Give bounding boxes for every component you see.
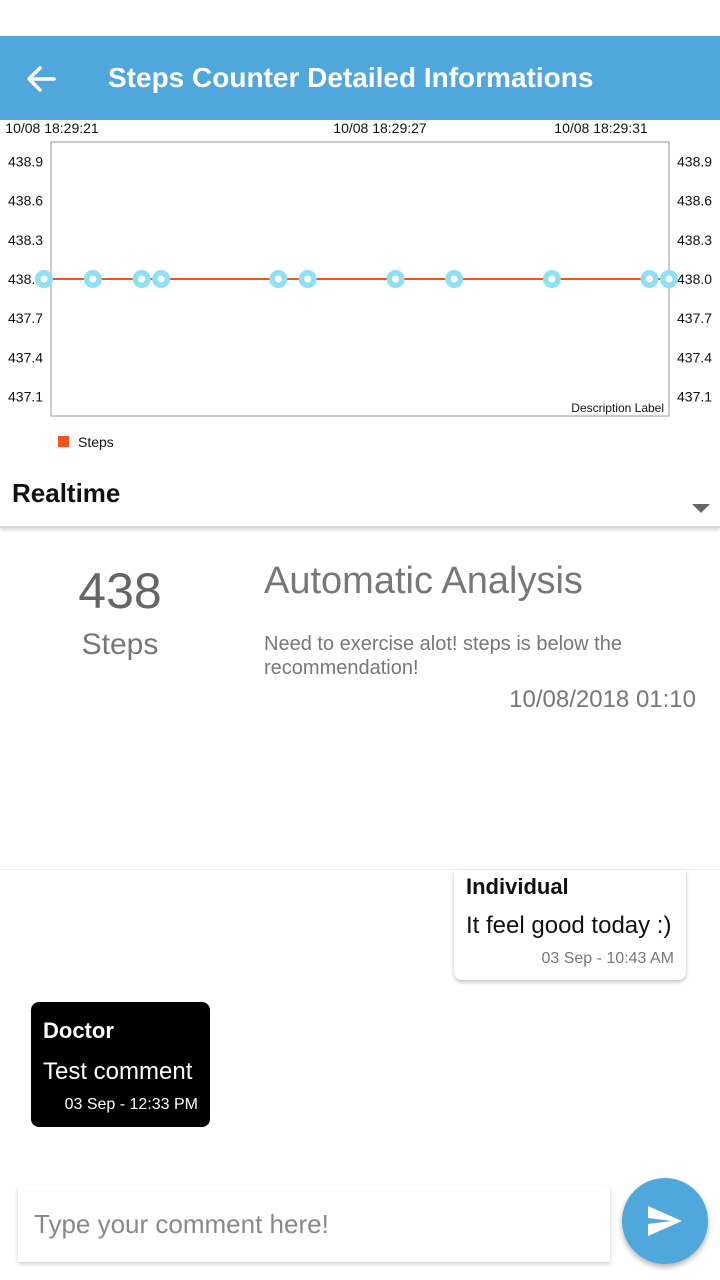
y-tick-label: 438.6 bbox=[8, 193, 43, 209]
data-point-center bbox=[274, 275, 282, 283]
y-tick-label: 437.7 bbox=[8, 310, 43, 326]
y-tick-label: 438.3 bbox=[677, 232, 712, 248]
comment-message: It feel good today :) bbox=[466, 912, 672, 939]
series-layer bbox=[35, 270, 678, 288]
y-tick-label: 437.1 bbox=[677, 388, 712, 404]
comment-author: Individual bbox=[466, 874, 569, 899]
comment-time: 03 Sep - 12:33 PM bbox=[64, 1096, 198, 1113]
y-tick-label: 438.6 bbox=[677, 193, 712, 209]
y-axis-left-ticks: 438.9 438.6 438.3 438.0 437.7 437.4 437.1 bbox=[8, 154, 43, 405]
summary-panel: 438 Steps Automatic Analysis Need to exe… bbox=[0, 532, 720, 870]
chart-description-label: Description Label bbox=[571, 401, 664, 415]
y-tick-label: 437.4 bbox=[677, 349, 712, 365]
data-point-center bbox=[304, 275, 312, 283]
comment-bubble-individual: Individual It feel good today :) 03 Sep … bbox=[454, 870, 686, 980]
arrow-left-icon bbox=[27, 66, 56, 92]
comments-list[interactable]: Individual It feel good today :) 03 Sep … bbox=[0, 870, 720, 1170]
steps-line-chart[interactable]: 10/08 18:29:21 10/08 18:29:27 10/08 18:29:… bbox=[0, 120, 720, 460]
y-tick-label: 437.1 bbox=[8, 388, 43, 404]
dropdown-arrow-icon bbox=[692, 504, 710, 513]
legend-swatch bbox=[58, 436, 69, 447]
analysis-text: Need to exercise alot! steps is below th… bbox=[264, 633, 622, 679]
steps-unit: Steps bbox=[81, 628, 159, 661]
y-tick-label: 437.4 bbox=[8, 349, 43, 365]
y-tick-label: 438.9 bbox=[677, 154, 712, 170]
period-dropdown[interactable]: Realtime bbox=[0, 468, 720, 528]
data-point-center bbox=[40, 275, 48, 283]
x-tick-label: 10/08 18:29:21 bbox=[5, 120, 99, 136]
status-bar bbox=[0, 0, 720, 36]
y-tick-label: 438.9 bbox=[8, 154, 43, 170]
comment-bubble-doctor: Doctor Test comment 03 Sep - 12:33 PM bbox=[31, 1002, 210, 1127]
data-point-center bbox=[548, 275, 556, 283]
legend-label: Steps bbox=[78, 434, 114, 450]
y-tick-label: 438.3 bbox=[8, 232, 43, 248]
comment-time: 03 Sep - 10:43 AM bbox=[541, 950, 674, 967]
data-point-center bbox=[392, 275, 400, 283]
period-selected-value: Realtime bbox=[12, 478, 121, 508]
y-tick-label: 437.7 bbox=[677, 310, 712, 326]
send-icon bbox=[648, 1206, 682, 1236]
app-bar: Steps Counter Detailed Informations bbox=[0, 36, 720, 120]
analysis-title: Automatic Analysis bbox=[264, 560, 583, 602]
analysis-time: 10/08/2018 01:10 bbox=[509, 686, 696, 713]
steps-value: 438 bbox=[78, 563, 162, 619]
data-point-center bbox=[138, 275, 146, 283]
back-button[interactable] bbox=[18, 56, 64, 102]
data-point-center bbox=[665, 275, 673, 283]
y-tick-label: 438.0 bbox=[677, 271, 712, 287]
page-title: Steps Counter Detailed Informations bbox=[108, 62, 594, 93]
data-point-center bbox=[645, 275, 653, 283]
comment-author: Doctor bbox=[43, 1018, 114, 1043]
x-tick-label: 10/08 18:29:31 bbox=[554, 120, 648, 136]
x-tick-label: 10/08 18:29:27 bbox=[333, 120, 427, 136]
x-axis-ticks: 10/08 18:29:21 10/08 18:29:27 10/08 18:29:… bbox=[5, 120, 648, 136]
send-button[interactable] bbox=[622, 1178, 708, 1264]
comment-message: Test comment bbox=[43, 1058, 193, 1085]
y-axis-right-ticks: 438.9 438.6 438.3 438.0 437.7 437.4 437.1 bbox=[677, 154, 712, 405]
data-point-center bbox=[157, 275, 165, 283]
analysis-card: Automatic Analysis Need to exercise alot… bbox=[264, 552, 700, 713]
data-point-center bbox=[89, 275, 97, 283]
data-point-center bbox=[450, 275, 458, 283]
y-tick-label: 438.0 bbox=[8, 271, 43, 287]
comment-input[interactable] bbox=[18, 1186, 610, 1262]
